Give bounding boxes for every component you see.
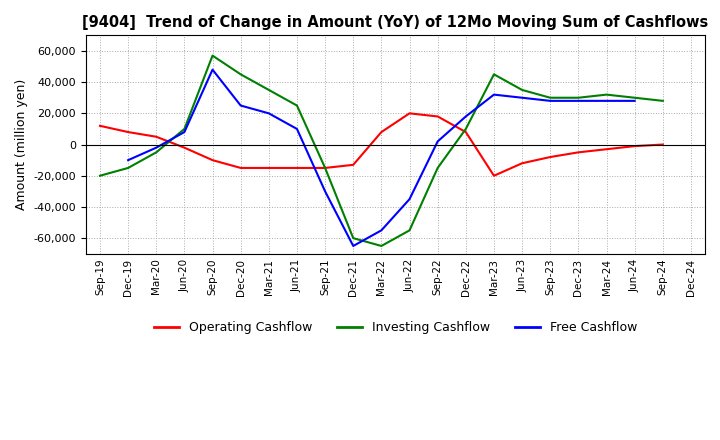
Operating Cashflow — [264, 165, 273, 171]
Free Cashflow — [546, 98, 554, 103]
Title: [9404]  Trend of Change in Amount (YoY) of 12Mo Moving Sum of Cashflows: [9404] Trend of Change in Amount (YoY) o… — [82, 15, 708, 30]
Investing Cashflow — [602, 92, 611, 97]
Investing Cashflow — [659, 98, 667, 103]
Investing Cashflow — [349, 235, 358, 241]
Investing Cashflow — [96, 173, 104, 178]
Free Cashflow — [208, 67, 217, 72]
Investing Cashflow — [630, 95, 639, 100]
Operating Cashflow — [180, 145, 189, 150]
Free Cashflow — [152, 145, 161, 150]
Free Cashflow — [124, 158, 132, 163]
Operating Cashflow — [630, 143, 639, 149]
Operating Cashflow — [546, 154, 554, 160]
Operating Cashflow — [462, 129, 470, 135]
Free Cashflow — [462, 114, 470, 119]
Line: Investing Cashflow: Investing Cashflow — [100, 55, 663, 246]
Line: Free Cashflow: Free Cashflow — [128, 70, 634, 246]
Operating Cashflow — [518, 161, 526, 166]
Free Cashflow — [349, 243, 358, 249]
Free Cashflow — [574, 98, 582, 103]
Operating Cashflow — [124, 129, 132, 135]
Investing Cashflow — [518, 87, 526, 92]
Free Cashflow — [292, 126, 301, 132]
Y-axis label: Amount (million yen): Amount (million yen) — [15, 79, 28, 210]
Operating Cashflow — [433, 114, 442, 119]
Operating Cashflow — [292, 165, 301, 171]
Operating Cashflow — [236, 165, 245, 171]
Investing Cashflow — [264, 87, 273, 92]
Operating Cashflow — [321, 165, 330, 171]
Investing Cashflow — [124, 165, 132, 171]
Free Cashflow — [264, 111, 273, 116]
Legend: Operating Cashflow, Investing Cashflow, Free Cashflow: Operating Cashflow, Investing Cashflow, … — [148, 316, 642, 339]
Free Cashflow — [405, 197, 414, 202]
Free Cashflow — [518, 95, 526, 100]
Investing Cashflow — [433, 165, 442, 171]
Operating Cashflow — [152, 134, 161, 139]
Line: Operating Cashflow: Operating Cashflow — [100, 114, 663, 176]
Operating Cashflow — [490, 173, 498, 178]
Investing Cashflow — [236, 72, 245, 77]
Operating Cashflow — [377, 129, 386, 135]
Operating Cashflow — [405, 111, 414, 116]
Investing Cashflow — [546, 95, 554, 100]
Investing Cashflow — [180, 126, 189, 132]
Free Cashflow — [377, 228, 386, 233]
Free Cashflow — [180, 129, 189, 135]
Operating Cashflow — [574, 150, 582, 155]
Investing Cashflow — [490, 72, 498, 77]
Investing Cashflow — [208, 53, 217, 58]
Operating Cashflow — [659, 142, 667, 147]
Operating Cashflow — [208, 158, 217, 163]
Investing Cashflow — [405, 228, 414, 233]
Operating Cashflow — [96, 123, 104, 128]
Investing Cashflow — [292, 103, 301, 108]
Free Cashflow — [433, 139, 442, 144]
Free Cashflow — [490, 92, 498, 97]
Investing Cashflow — [574, 95, 582, 100]
Free Cashflow — [321, 189, 330, 194]
Free Cashflow — [602, 98, 611, 103]
Operating Cashflow — [349, 162, 358, 168]
Investing Cashflow — [462, 126, 470, 132]
Free Cashflow — [630, 98, 639, 103]
Investing Cashflow — [321, 165, 330, 171]
Investing Cashflow — [377, 243, 386, 249]
Investing Cashflow — [152, 150, 161, 155]
Free Cashflow — [236, 103, 245, 108]
Operating Cashflow — [602, 147, 611, 152]
